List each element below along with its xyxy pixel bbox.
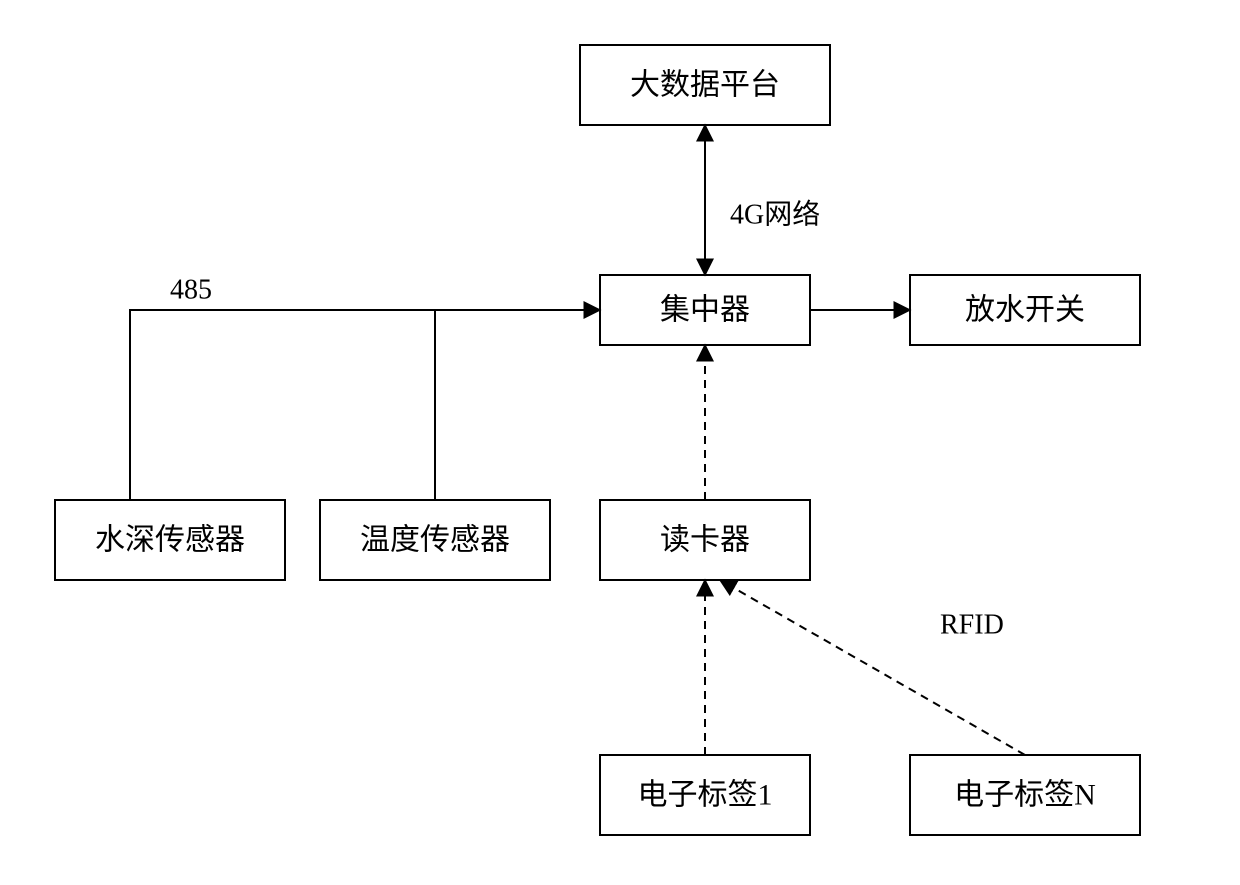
node-label: 水深传感器 (95, 524, 245, 557)
edge-label-485: 485 (170, 275, 212, 306)
node-label: 电子标签1 (638, 779, 773, 812)
edge-label-4g: 4G网络 (730, 199, 820, 231)
node-bigdata: 大数据平台 (580, 45, 830, 125)
node-reader: 读卡器 (600, 500, 810, 580)
node-tagN: 电子标签N (910, 755, 1140, 835)
node-label: 读卡器 (660, 524, 750, 557)
node-temp: 温度传感器 (320, 500, 550, 580)
edge-label-rfid: RFID (940, 610, 1004, 641)
node-label: 大数据平台 (630, 69, 780, 102)
node-depth: 水深传感器 (55, 500, 285, 580)
node-label: 温度传感器 (360, 524, 510, 557)
diagram-canvas: 大数据平台 集中器 放水开关 水深传感器 温度传感器 读卡器 电子标签1 电子标… (0, 0, 1240, 885)
node-tag1: 电子标签1 (600, 755, 810, 835)
node-label: 集中器 (660, 294, 750, 327)
edges-layer (130, 125, 1025, 755)
node-hub: 集中器 (600, 275, 810, 345)
node-valve: 放水开关 (910, 275, 1140, 345)
node-label: 电子标签N (954, 779, 1096, 812)
node-label: 放水开关 (965, 294, 1085, 327)
